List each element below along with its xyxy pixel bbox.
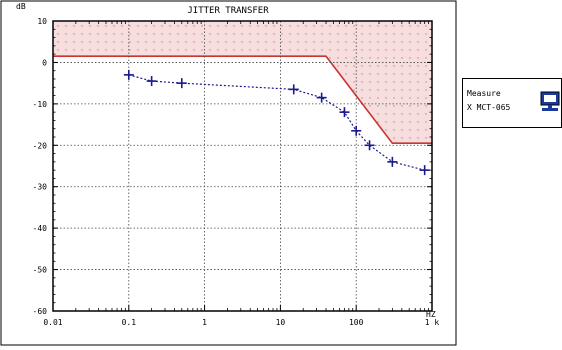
data-point (387, 156, 398, 167)
data-point (339, 107, 350, 118)
tick-labels: 100-10-20-30-40-50-600.01 0.1 1 10 100 1 k (33, 17, 440, 327)
data-point (146, 76, 157, 87)
y-tick-label: 10 (37, 17, 47, 26)
y-tick-label: -40 (33, 224, 48, 233)
data-point (316, 92, 327, 103)
data-point (176, 78, 187, 89)
legend: Measure X MCT-065 (462, 78, 562, 128)
legend-line-2: X MCT-065 (467, 103, 511, 112)
data-point (123, 69, 134, 80)
y-tick-label: -50 (33, 266, 48, 275)
y-tick-label: -10 (33, 100, 48, 109)
mask-line (53, 55, 432, 145)
x-tick-label: 0.1 (122, 318, 137, 327)
x-tick-label: 10 (276, 318, 286, 327)
y-tick-label: -60 (33, 307, 48, 316)
x-tick-label: 1 k (425, 318, 440, 327)
y-tick-label: 0 (42, 58, 47, 67)
limit-mask (53, 21, 432, 145)
data-point (364, 140, 375, 151)
plot-border (52, 20, 433, 312)
mask-area (53, 21, 432, 144)
x-unit-label: HZ (426, 310, 436, 319)
y-unit-label: dB (16, 2, 26, 11)
series-line (128, 74, 425, 171)
x-tick-label: 0.01 (43, 318, 62, 327)
y-tick-label: -20 (33, 141, 48, 150)
data-point (288, 84, 299, 95)
y-tick-label: -30 (33, 183, 48, 192)
x-tick-label: 100 (349, 318, 364, 327)
chart-title: JITTER TRANSFER (187, 6, 269, 16)
legend-line-1: Measure (467, 89, 501, 98)
x-tick-label: 1 (202, 318, 207, 327)
monitor-icon (540, 91, 560, 111)
data-point (351, 125, 362, 136)
data-point (419, 165, 430, 176)
series (123, 69, 430, 176)
